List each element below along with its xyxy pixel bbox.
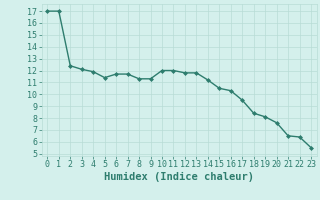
X-axis label: Humidex (Indice chaleur): Humidex (Indice chaleur)	[104, 172, 254, 182]
